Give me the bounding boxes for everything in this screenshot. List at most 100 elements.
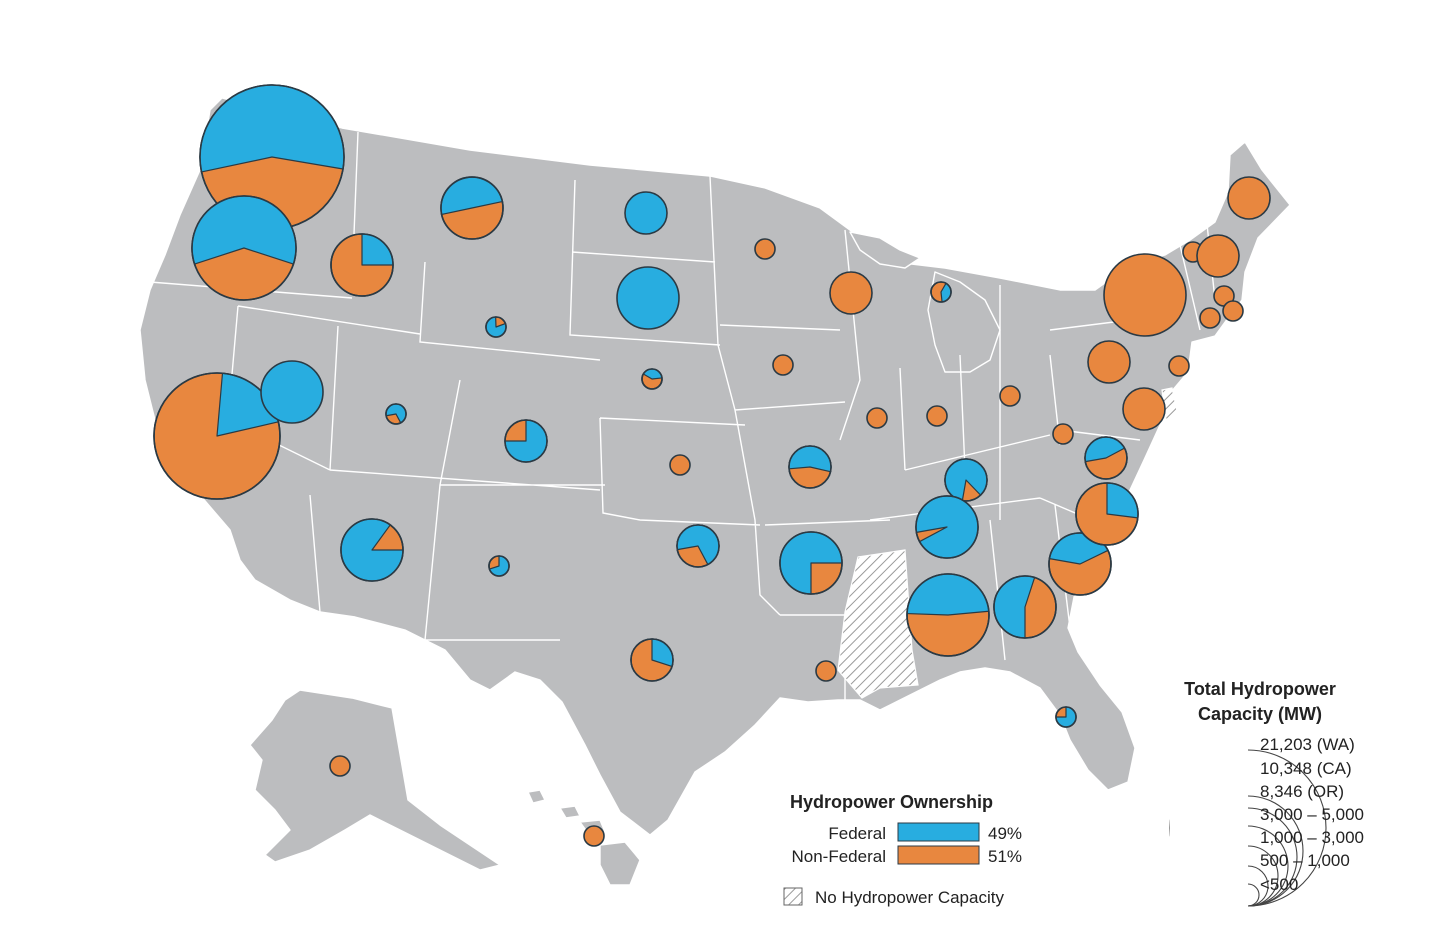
pie-sd bbox=[616, 266, 680, 330]
pie-nh-non-federal bbox=[1196, 234, 1240, 278]
pie-mo bbox=[788, 445, 832, 489]
pie-ga bbox=[993, 575, 1057, 639]
pie-wa bbox=[199, 84, 345, 230]
pie-ak bbox=[329, 755, 351, 777]
pie-ak-non-federal bbox=[329, 755, 351, 777]
pie-or-outline bbox=[191, 195, 297, 301]
pie-sd-federal bbox=[616, 266, 680, 330]
pie-ri bbox=[1222, 300, 1244, 322]
pie-ny bbox=[1103, 253, 1187, 337]
pie-ny-non-federal bbox=[1103, 253, 1187, 337]
pie-il-non-federal bbox=[866, 407, 888, 429]
pie-mt-outline bbox=[440, 176, 504, 240]
pie-me bbox=[1227, 176, 1271, 220]
capacity-class-1000-3000: 1,000 – 3,000 bbox=[1260, 828, 1364, 847]
state-borders bbox=[149, 131, 1216, 700]
pie-nc bbox=[1075, 482, 1139, 546]
capacity-class-wa: 21,203 (WA) bbox=[1260, 735, 1355, 754]
pie-id bbox=[330, 233, 394, 297]
capacity-legend: Total Hydropower Capacity (MW) 21,203 (W… bbox=[1169, 679, 1364, 910]
hawaii-land bbox=[527, 789, 641, 886]
pie-tn bbox=[915, 495, 979, 559]
pie-fl-outline bbox=[1055, 706, 1077, 728]
pie-ky-outline bbox=[944, 458, 988, 502]
pie-al bbox=[906, 573, 990, 657]
pie-tn-outline bbox=[915, 495, 979, 559]
federal-label: Federal bbox=[828, 824, 886, 843]
no-capacity-swatch bbox=[783, 887, 803, 906]
pie-nv-federal bbox=[260, 360, 324, 424]
pie-co-outline bbox=[504, 419, 548, 463]
pie-mi-outline bbox=[930, 281, 952, 303]
capacity-legend-title-line2: Capacity (MW) bbox=[1198, 704, 1322, 724]
pie-hi bbox=[583, 825, 605, 847]
pie-oh-non-federal bbox=[999, 385, 1021, 407]
pie-ne-outline bbox=[641, 368, 663, 390]
pie-or bbox=[191, 195, 297, 301]
pie-pa-non-federal bbox=[1087, 340, 1131, 384]
pie-hi-non-federal bbox=[583, 825, 605, 847]
pie-nv bbox=[260, 360, 324, 424]
size-rings bbox=[1169, 740, 1327, 910]
ownership-legend: Hydropower Ownership Federal 49% Non-Fed… bbox=[783, 792, 1022, 907]
pie-ok-outline bbox=[676, 524, 720, 568]
pie-wv-non-federal bbox=[1052, 423, 1074, 445]
pie-nj-non-federal bbox=[1168, 355, 1190, 377]
pie-wi bbox=[829, 271, 873, 315]
pie-va-outline bbox=[1084, 436, 1128, 480]
pie-mn-non-federal bbox=[754, 238, 776, 260]
federal-swatch bbox=[897, 822, 980, 842]
pie-ri-non-federal bbox=[1222, 300, 1244, 322]
pie-nd-federal bbox=[624, 191, 668, 235]
pie-nc-outline bbox=[1075, 482, 1139, 546]
pie-wv bbox=[1052, 423, 1074, 445]
pie-ok bbox=[676, 524, 720, 568]
capacity-class-500-1000: 500 – 1,000 bbox=[1260, 851, 1350, 870]
pie-nd bbox=[624, 191, 668, 235]
pie-ca bbox=[153, 372, 281, 500]
pie-al-outline bbox=[906, 573, 990, 657]
pie-nm bbox=[488, 555, 510, 577]
pie-ut bbox=[385, 403, 407, 425]
pie-la bbox=[815, 660, 837, 682]
pie-ct bbox=[1199, 307, 1221, 329]
capacity-class-3000-5000: 3,000 – 5,000 bbox=[1260, 805, 1364, 824]
pie-in-non-federal bbox=[926, 405, 948, 427]
mississippi-no-hydro bbox=[837, 549, 919, 699]
pie-nj bbox=[1168, 355, 1190, 377]
michigan-land bbox=[849, 231, 1001, 373]
pie-md-non-federal bbox=[1122, 387, 1166, 431]
pie-nh bbox=[1196, 234, 1240, 278]
pie-ky bbox=[944, 458, 988, 502]
pie-ne bbox=[641, 368, 663, 390]
non-federal-percent: 51% bbox=[988, 847, 1022, 866]
pie-ia-non-federal bbox=[772, 354, 794, 376]
pie-wy-outline bbox=[485, 316, 507, 338]
pie-az bbox=[340, 518, 404, 582]
ownership-legend-title: Hydropower Ownership bbox=[790, 792, 993, 812]
pie-pa bbox=[1087, 340, 1131, 384]
pie-mo-outline bbox=[788, 445, 832, 489]
pie-wi-non-federal bbox=[829, 271, 873, 315]
pie-tx bbox=[630, 638, 674, 682]
pie-me-non-federal bbox=[1227, 176, 1271, 220]
pie-tx-outline bbox=[630, 638, 674, 682]
pie-az-outline bbox=[340, 518, 404, 582]
alaska-land bbox=[249, 689, 501, 871]
no-capacity-label: No Hydropower Capacity bbox=[815, 888, 1004, 907]
pie-il bbox=[866, 407, 888, 429]
non-federal-swatch bbox=[897, 845, 980, 865]
pie-la-non-federal bbox=[815, 660, 837, 682]
pie-sc-outline bbox=[1048, 532, 1112, 596]
capacity-class-or: 8,346 (OR) bbox=[1260, 782, 1344, 801]
capacity-class-under-500: <500 bbox=[1260, 875, 1298, 894]
federal-percent: 49% bbox=[988, 824, 1022, 843]
pie-ar bbox=[779, 531, 843, 595]
pie-wy bbox=[485, 316, 507, 338]
pie-ut-outline bbox=[385, 403, 407, 425]
capacity-class-ca: 10,348 (CA) bbox=[1260, 759, 1352, 778]
pie-mn bbox=[754, 238, 776, 260]
pie-mi bbox=[930, 281, 952, 303]
pie-va bbox=[1084, 436, 1128, 480]
